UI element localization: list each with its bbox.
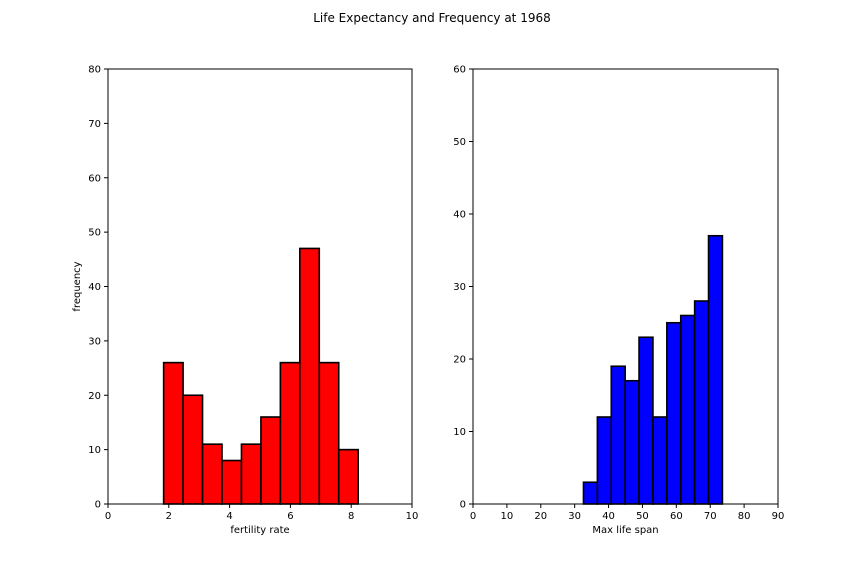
- fertility-bar: [182, 394, 204, 505]
- fertility-bar: [260, 416, 282, 505]
- lifespan-bar: [693, 300, 710, 505]
- lifespan-bar: [582, 481, 599, 505]
- fertility-y-tick-label: 20: [88, 391, 101, 402]
- fertility-bar: [318, 361, 340, 505]
- fertility-y-axis-label: frequency: [72, 261, 83, 311]
- fertility-x-tick-label: 10: [406, 511, 419, 522]
- lifespan-x-tick-label: 30: [568, 511, 581, 522]
- fertility-bar: [162, 361, 184, 505]
- figure-title: Life Expectancy and Frequency at 1968: [313, 11, 551, 25]
- fertility-x-axis-label: fertility rate: [230, 525, 289, 536]
- lifespan-bar: [707, 234, 724, 505]
- fertility-x-tick-label: 8: [348, 511, 354, 522]
- lifespan-y-tick-label: 0: [460, 500, 466, 511]
- lifespan-bar: [652, 416, 668, 505]
- fertility-bar: [240, 443, 262, 505]
- lifespan-bar: [638, 336, 654, 505]
- fertility-y-tick-label: 70: [88, 119, 101, 130]
- fertility-y-tick-label: 80: [88, 65, 101, 76]
- lifespan-bar: [596, 416, 613, 505]
- lifespan-x-tick-label: 80: [738, 511, 751, 522]
- lifespan-y-tick-label: 50: [453, 137, 466, 148]
- fertility-x-tick-label: 6: [287, 511, 293, 522]
- lifespan-x-tick-label: 40: [602, 511, 615, 522]
- life-span-histogram: 0 10 20 30 40 50 60 70 80 90 0 10 20 30 40 50 60 Max life…: [453, 65, 784, 537]
- lifespan-x-tick-label: 90: [772, 511, 785, 522]
- lifespan-x-tick-label: 0: [470, 511, 476, 522]
- fertility-bar: [337, 448, 359, 505]
- fertility-bar: [299, 247, 321, 505]
- fertility-bar: [221, 459, 243, 505]
- fertility-x-tick-label: 4: [226, 511, 232, 522]
- lifespan-y-tick-label: 40: [453, 210, 466, 221]
- lifespan-y-tick-label: 10: [453, 427, 466, 438]
- lifespan-y-tick-label: 20: [453, 355, 466, 366]
- fertility-histogram: 0 2 4 6 8 10 0 10 20 30 40 50 60 70 80 fertility rate fr…: [72, 65, 418, 537]
- lifespan-bar: [679, 314, 696, 505]
- lifespan-x-tick-label: 10: [501, 511, 514, 522]
- lifespan-bar: [610, 365, 626, 505]
- fertility-y-tick-label: 40: [88, 282, 101, 293]
- lifespan-bar: [624, 379, 640, 505]
- lifespan-y-tick-label: 60: [453, 65, 466, 76]
- fertility-x-tick-label: 0: [105, 511, 111, 522]
- lifespan-x-tick-label: 70: [704, 511, 717, 522]
- lifespan-x-tick-label: 60: [670, 511, 683, 522]
- lifespan-bar: [666, 321, 682, 505]
- lifespan-x-tick-label: 20: [534, 511, 547, 522]
- fertility-x-tick-label: 2: [166, 511, 172, 522]
- fertility-y-tick-label: 60: [88, 173, 101, 184]
- lifespan-x-axis-label: Max life span: [592, 525, 658, 536]
- fertility-y-tick-label: 50: [88, 228, 101, 239]
- lifespan-y-tick-label: 30: [453, 282, 466, 293]
- fertility-y-tick-label: 0: [95, 500, 101, 511]
- fertility-bar: [279, 361, 301, 505]
- fertility-y-tick-label: 10: [88, 445, 101, 456]
- fertility-y-tick-label: 30: [88, 336, 101, 347]
- lifespan-x-tick-label: 50: [636, 511, 649, 522]
- fertility-bar: [201, 443, 223, 505]
